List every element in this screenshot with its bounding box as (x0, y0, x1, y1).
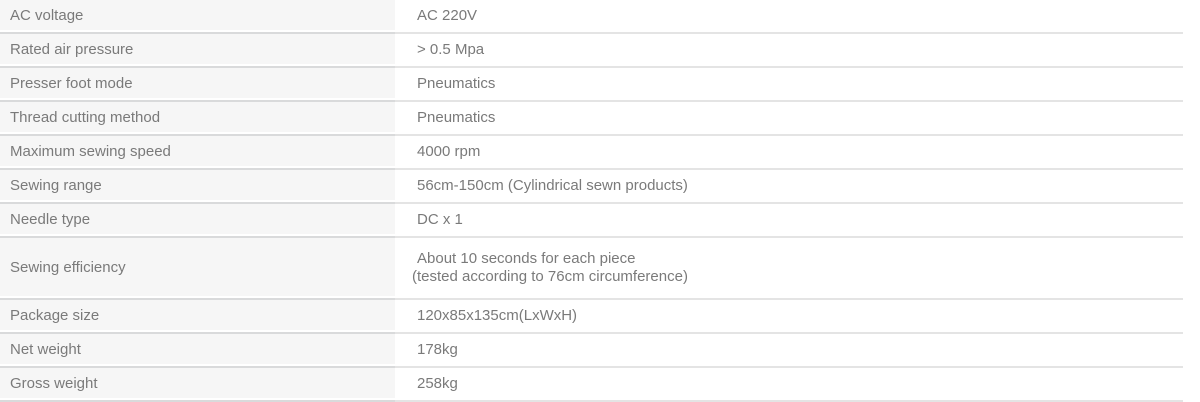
spec-row: Presser foot mode Pneumatics (0, 68, 1183, 102)
spec-row: Sewing range 56cm-150cm (Cylindrical sewn… (0, 170, 1183, 204)
spec-label: Gross weight (0, 368, 395, 402)
spec-row: Rated air pressure > 0.5 Mpa (0, 34, 1183, 68)
spec-row: Gross weight 258kg (0, 368, 1183, 402)
spec-row: Thread cutting method Pneumatics (0, 102, 1183, 136)
spec-value: About 10 seconds for each piece (tested a… (395, 238, 1183, 300)
spec-value: 4000 rpm (395, 136, 1183, 170)
spec-value: Pneumatics (395, 102, 1183, 136)
spec-label: Presser foot mode (0, 68, 395, 102)
spec-label: Rated air pressure (0, 34, 395, 68)
spec-value-line: (tested according to 76cm circumference) (412, 268, 688, 285)
spec-label: Needle type (0, 204, 395, 238)
spec-label: Sewing range (0, 170, 395, 204)
spec-label: Thread cutting method (0, 102, 395, 136)
spec-value-line: About 10 seconds for each piece (417, 250, 636, 267)
spec-value: DC x 1 (395, 204, 1183, 238)
spec-row: Sewing efficiency About 10 seconds for ea… (0, 238, 1183, 300)
spec-label: AC voltage (0, 0, 395, 34)
spec-row: Needle type DC x 1 (0, 204, 1183, 238)
spec-label: Net weight (0, 334, 395, 368)
spec-label: Maximum sewing speed (0, 136, 395, 170)
spec-value: AC 220V (395, 0, 1183, 34)
spec-label: Sewing efficiency (0, 238, 395, 300)
spec-row: Package size 120x85x135cm(LxWxH) (0, 300, 1183, 334)
spec-row: Maximum sewing speed 4000 rpm (0, 136, 1183, 170)
spec-value: 258kg (395, 368, 1183, 402)
spec-row: AC voltage AC 220V (0, 0, 1183, 34)
spec-row: Net weight 178kg (0, 334, 1183, 368)
spec-value: 178kg (395, 334, 1183, 368)
spec-value: 56cm-150cm (Cylindrical sewn products) (395, 170, 1183, 204)
spec-value: > 0.5 Mpa (395, 34, 1183, 68)
spec-value: Pneumatics (395, 68, 1183, 102)
spec-label: Package size (0, 300, 395, 334)
spec-value: 120x85x135cm(LxWxH) (395, 300, 1183, 334)
